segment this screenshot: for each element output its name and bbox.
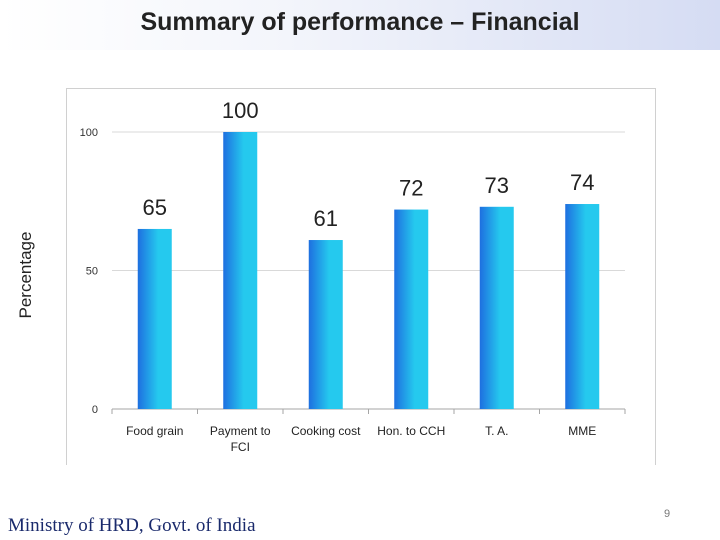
bar-6: [565, 204, 600, 409]
footer-ministry: Ministry of HRD, Govt. of India: [8, 515, 256, 536]
title-band: [0, 0, 720, 50]
bar-2: [223, 132, 258, 409]
chart-area: [66, 88, 656, 465]
y-axis-label: Percentage: [16, 231, 35, 319]
slide-title: Summary of performance – Financial: [140, 8, 580, 36]
y-tick-label-100: 100: [80, 127, 98, 139]
bar-3: [308, 240, 343, 409]
page-number: 9: [664, 508, 671, 520]
x-tick-label-5: T. A.: [485, 424, 508, 438]
x-tick-label-6: MME: [568, 424, 596, 438]
data-label-4: 72: [399, 176, 423, 201]
data-label-1: 65: [143, 195, 167, 220]
y-tick-label-0: 0: [92, 404, 98, 416]
data-label-5: 73: [485, 173, 509, 198]
data-label-6: 74: [570, 170, 594, 195]
x-tick-label-3: Cooking cost: [291, 424, 361, 438]
data-label-3: 61: [314, 206, 338, 231]
x-tick-label-1: Food grain: [126, 424, 183, 438]
bar-1: [137, 228, 172, 409]
y-tick-label-50: 50: [86, 266, 98, 278]
x-tick-label-4: Hon. to CCH: [377, 424, 445, 438]
x-tick-label-2: Payment to FCI: [210, 424, 271, 454]
data-label-2: 100: [222, 98, 259, 123]
bar-5: [479, 206, 514, 409]
bar-4: [394, 209, 429, 409]
